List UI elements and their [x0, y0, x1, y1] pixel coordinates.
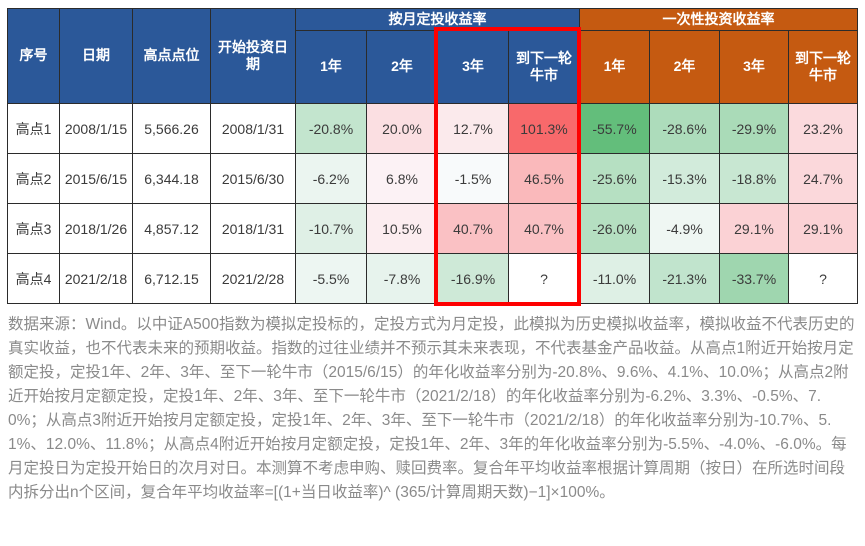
- return-cell: 29.1%: [719, 203, 789, 254]
- returns-table-grid: 序号 日期 高点点位 开始投资日期 按月定投收益率 一次性投资收益率 1年 2年…: [7, 8, 858, 304]
- high-point-cell: 4,857.12: [132, 203, 211, 254]
- sub-header-monthly-3y: 3年: [437, 30, 509, 104]
- return-cell: 20.0%: [366, 103, 438, 154]
- start-date-cell: 2018/1/31: [210, 203, 296, 254]
- return-cell: -16.9%: [437, 253, 509, 304]
- return-cell: ?: [508, 253, 580, 304]
- return-cell: -26.0%: [579, 203, 650, 254]
- footnote: 数据来源：Wind。以中证A500指数为模拟定投标的，定投方式为月定投，此模拟为…: [8, 316, 855, 501]
- return-cell: -4.9%: [649, 203, 720, 254]
- return-cell: -33.7%: [719, 253, 789, 304]
- return-cell: 12.7%: [437, 103, 509, 154]
- return-cell: ?: [788, 253, 858, 304]
- date-cell: 2015/6/15: [59, 153, 133, 204]
- return-cell: -10.7%: [295, 203, 367, 254]
- date-cell: 2018/1/26: [59, 203, 133, 254]
- return-cell: -7.8%: [366, 253, 438, 304]
- date-cell: 2021/2/18: [59, 253, 133, 304]
- high-point-cell: 5,566.26: [132, 103, 211, 154]
- high-point-cell: 6,712.15: [132, 253, 211, 304]
- col-header-seq: 序号: [7, 8, 60, 104]
- header-sub-row: 1年 2年 3年 到下一轮牛市 1年 2年 3年 到下一轮牛市: [8, 30, 858, 104]
- return-cell: 24.7%: [788, 153, 858, 204]
- page: 序号 日期 高点点位 开始投资日期 按月定投收益率 一次性投资收益率 1年 2年…: [7, 8, 858, 501]
- start-date-cell: 2015/6/30: [210, 153, 296, 204]
- sub-header-monthly-next-bull: 到下一轮牛市: [508, 30, 580, 104]
- table-row: 高点3 2018/1/26 4,857.12 2018/1/31 -10.7% …: [7, 203, 858, 254]
- group-header-lump-sum: 一次性投资收益率: [579, 8, 858, 31]
- row-label: 高点4: [7, 253, 60, 304]
- table-row: 高点4 2021/2/18 6,712.15 2021/2/28 -5.5% -…: [7, 253, 858, 304]
- row-label: 高点2: [7, 153, 60, 204]
- return-cell: -20.8%: [295, 103, 367, 154]
- sub-header-lump-3y: 3年: [719, 30, 789, 104]
- returns-table: 序号 日期 高点点位 开始投资日期 按月定投收益率 一次性投资收益率 1年 2年…: [7, 8, 858, 306]
- return-cell: 10.5%: [366, 203, 438, 254]
- return-cell: -5.5%: [295, 253, 367, 304]
- header-group-row: 序号 日期 高点点位 开始投资日期 按月定投收益率 一次性投资收益率: [7, 8, 858, 104]
- sub-header-monthly-2y: 2年: [366, 30, 438, 104]
- row-label: 高点1: [7, 103, 60, 154]
- return-cell: 29.1%: [788, 203, 858, 254]
- return-cell: 40.7%: [508, 203, 580, 254]
- return-cell: -29.9%: [719, 103, 789, 154]
- return-cell: -15.3%: [649, 153, 720, 204]
- date-cell: 2008/1/15: [59, 103, 133, 154]
- return-cell: -55.7%: [579, 103, 650, 154]
- return-cell: -6.2%: [295, 153, 367, 204]
- table-row: 高点2 2015/6/15 6,344.18 2015/6/30 -6.2% 6…: [7, 153, 858, 204]
- col-header-date: 日期: [59, 8, 133, 104]
- col-header-high-point: 高点点位: [132, 8, 211, 104]
- sub-header-lump-1y: 1年: [579, 30, 650, 104]
- return-cell: 101.3%: [508, 103, 580, 154]
- sub-header-monthly-1y: 1年: [295, 30, 367, 104]
- return-cell: 46.5%: [508, 153, 580, 204]
- sub-header-lump-2y: 2年: [649, 30, 720, 104]
- start-date-cell: 2021/2/28: [210, 253, 296, 304]
- return-cell: -1.5%: [437, 153, 509, 204]
- return-cell: -21.3%: [649, 253, 720, 304]
- return-cell: 23.2%: [788, 103, 858, 154]
- sub-header-lump-next-bull: 到下一轮牛市: [788, 30, 858, 104]
- start-date-cell: 2008/1/31: [210, 103, 296, 154]
- return-cell: -28.6%: [649, 103, 720, 154]
- row-label: 高点3: [7, 203, 60, 254]
- col-header-start-date: 开始投资日期: [210, 8, 296, 104]
- group-header-monthly: 按月定投收益率: [295, 8, 580, 31]
- return-cell: 40.7%: [437, 203, 509, 254]
- return-cell: -25.6%: [579, 153, 650, 204]
- table-row: 高点1 2008/1/15 5,566.26 2008/1/31 -20.8% …: [7, 103, 858, 154]
- high-point-cell: 6,344.18: [132, 153, 211, 204]
- return-cell: -18.8%: [719, 153, 789, 204]
- return-cell: 6.8%: [366, 153, 438, 204]
- return-cell: -11.0%: [579, 253, 650, 304]
